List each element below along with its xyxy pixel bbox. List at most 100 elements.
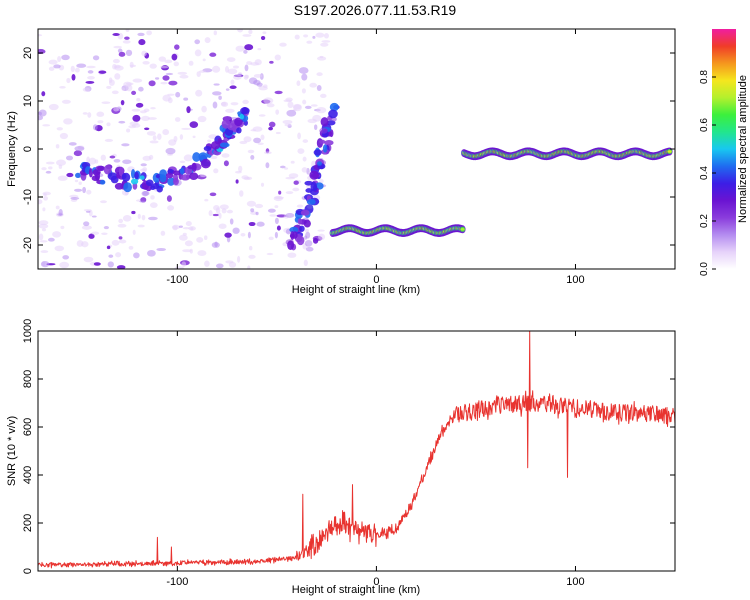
spectrogram-noise-blob xyxy=(186,106,191,114)
spectrogram-noise-blob xyxy=(57,213,63,216)
spectrogram-noise-blob xyxy=(182,232,187,236)
spectrogram-noise-blob xyxy=(287,252,297,258)
spectrogram-noise-blob xyxy=(111,90,119,95)
spectrogram-noise-blob xyxy=(303,34,309,38)
spectrogram-noise-blob xyxy=(42,124,51,127)
snr-series-line xyxy=(38,331,675,569)
spectrogram-noise-blob xyxy=(137,213,141,220)
spectrogram-noise-blob xyxy=(312,35,316,39)
spectrogram-noise-blob xyxy=(42,207,46,212)
spectrogram-noise-blob xyxy=(314,124,318,131)
spectrogram-noise-blob xyxy=(106,122,111,127)
snr-xtick-label: -100 xyxy=(166,576,188,588)
spectrogram-noise-blob xyxy=(113,107,120,112)
spectrogram-track-blob xyxy=(320,117,329,127)
spectrogram-noise-blob xyxy=(286,109,297,117)
spectrogram-noise-blob xyxy=(248,221,256,227)
spectrogram-noise-blob xyxy=(133,252,140,259)
spectrogram-noise-blob xyxy=(213,83,220,86)
spectrogram-noise-blob xyxy=(138,86,144,92)
spectrogram-noise-blob xyxy=(274,231,278,239)
spectrogram-track-blob xyxy=(130,168,136,179)
spectrogram-noise-blob xyxy=(78,181,82,186)
spectrogram-noise-blob xyxy=(243,49,248,54)
spectrogram-noise-blob xyxy=(320,93,327,99)
spectrogram-noise-blob xyxy=(54,245,65,252)
spectrogram-noise-blob xyxy=(212,213,219,217)
spectrogram-track-blob xyxy=(234,117,243,127)
spectrogram-noise-blob xyxy=(88,233,95,239)
spectrogram-noise-blob xyxy=(258,114,266,117)
spectrogram-noise-blob xyxy=(229,218,234,225)
spectrogram-noise-blob xyxy=(197,115,207,123)
spectrogram-noise-blob xyxy=(276,225,281,231)
spectrogram-noise-blob xyxy=(118,120,126,124)
spectrogram-noise-blob xyxy=(284,123,292,127)
spectrogram-noise-blob xyxy=(103,226,109,230)
spectrogram-noise-blob xyxy=(48,103,59,111)
spectrogram-noise-blob xyxy=(165,147,176,155)
figure-title: S197.2026.077.11.53.R19 xyxy=(294,2,457,18)
spectrogram-noise-blob xyxy=(126,128,131,133)
spectrogram-noise-blob xyxy=(177,71,188,75)
colorbar-ticks: 0.0 0.2 0.4 0.6 0.8 xyxy=(699,70,716,276)
spectrogram-noise-blob xyxy=(195,89,203,97)
spectrogram-track-blob xyxy=(313,149,322,156)
spectrogram-noise-blob xyxy=(59,261,70,269)
spectrogram-noise-blob xyxy=(118,218,124,224)
spectrogram-noise-blob xyxy=(316,106,327,114)
spectrogram-noise-blob xyxy=(76,240,84,247)
spectrogram-noise-blob xyxy=(181,127,192,130)
spectrogram-track-blob xyxy=(192,152,201,162)
spectrogram-track-blob xyxy=(139,175,145,180)
spectrogram-noise-blob xyxy=(305,231,311,239)
spectrogram-noise-blob xyxy=(296,204,304,208)
spectrogram-noise-blob xyxy=(101,101,111,105)
spectrogram-noise-blob xyxy=(315,32,325,38)
snr-ytick-label: 400 xyxy=(22,466,34,484)
spectrogram-noise-blob xyxy=(62,255,70,260)
spectrogram-noise-blob xyxy=(293,180,299,185)
spectrogram-noise-blob xyxy=(41,228,47,232)
spectrogram-noise-blob xyxy=(60,225,65,230)
spectrogram-track-blob xyxy=(329,129,334,138)
spectrogram-track-blob xyxy=(159,169,167,178)
spectrogram-noise-blob xyxy=(263,97,274,104)
spectrogram-noise-blob xyxy=(74,146,85,152)
colorbar-tick-label: 0.2 xyxy=(699,214,710,228)
spectrogram-noise-blob xyxy=(268,236,274,241)
spectrogram-noise-blob xyxy=(255,211,259,216)
spectrogram-noise-blob xyxy=(302,139,309,143)
spectrogram-noise-blob xyxy=(185,221,192,227)
spectrogram-noise-blob xyxy=(225,108,235,113)
spectrogram-noise-blob xyxy=(118,236,123,240)
spectrogram-noise-blob xyxy=(316,72,323,77)
spectrogram-noise-blob xyxy=(279,165,286,169)
spectrogram-noise-blob xyxy=(248,77,258,85)
spectrogram-noise-blob xyxy=(229,85,237,89)
spectrogram-noise-blob xyxy=(43,193,47,197)
spectrogram-noise-blob xyxy=(48,66,55,71)
spectrogram-noise-blob xyxy=(254,203,264,209)
snr-ytick-label: 200 xyxy=(22,514,34,532)
spectrogram-noise-blob xyxy=(149,140,159,144)
spectrogram-noise-blob xyxy=(113,159,121,163)
spectrogram-noise-blob xyxy=(83,221,90,227)
spectrogram-track-blob xyxy=(322,144,328,153)
spectrogram-noise-blob xyxy=(248,245,253,251)
spectrogram-noise-blob xyxy=(252,126,263,132)
spectrogram-noise-blob xyxy=(204,37,211,44)
spectrogram-track-blob xyxy=(145,179,154,187)
spectrogram-noise-blob xyxy=(194,49,202,57)
spectrogram-noise-blob xyxy=(137,32,145,37)
spectrogram-track-blob xyxy=(289,226,299,233)
spectrogram-noise-blob xyxy=(235,45,245,52)
spectrogram-noise-blob xyxy=(294,34,300,40)
spectrogram-noise-blob xyxy=(183,97,189,101)
spectrogram-noise-blob xyxy=(86,65,96,69)
spectrogram-noise-blob xyxy=(149,63,157,69)
spectrogram-noise-blob xyxy=(87,76,95,80)
spectrogram-noise-blob xyxy=(182,249,192,253)
snr-background xyxy=(38,331,675,571)
spectrogram-noise-blob xyxy=(162,94,172,102)
